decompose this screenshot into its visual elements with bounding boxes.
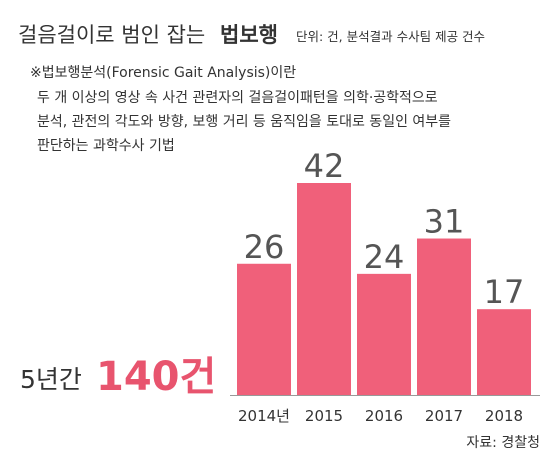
bar <box>357 273 411 395</box>
x-tick-label: 2014년 <box>238 407 290 425</box>
source: 자료: 경찰청 <box>466 435 540 451</box>
value-label: 31 <box>424 203 465 241</box>
bar <box>477 309 531 395</box>
note-line: 분석, 관전의 각도와 방향, 보행 거리 등 움직임을 토대로 동일인 여부를 <box>37 114 451 130</box>
x-tick-label: 2015 <box>305 407 343 425</box>
value-label: 24 <box>364 238 405 276</box>
bar <box>237 263 291 395</box>
note-title: ※법보행분석(Forensic Gait Analysis)이란 <box>30 65 296 81</box>
value-label: 17 <box>484 273 525 311</box>
bar <box>297 183 351 395</box>
total-value: 140건 <box>96 354 216 400</box>
chart-title-emphasis: 법보행 <box>220 23 278 47</box>
value-label: 26 <box>244 228 285 266</box>
note-line: 판단하는 과학수사 기법 <box>37 138 175 154</box>
note-line: 두 개 이상의 영상 속 사건 관련자의 걸음걸이패턴을 의학·공학적으로 <box>37 90 438 106</box>
value-label: 42 <box>304 147 345 185</box>
x-tick-label: 2017 <box>425 407 463 425</box>
chart-title: 걸음걸이로 범인 잡는 <box>18 23 205 47</box>
x-tick-label: 2016 <box>365 407 403 425</box>
total-label: 5년간 <box>20 365 82 394</box>
chart-subtitle: 단위: 건, 분석결과 수사팀 제공 건수 <box>296 29 485 44</box>
bar <box>417 238 471 395</box>
x-tick-label: 2018 <box>485 407 523 425</box>
